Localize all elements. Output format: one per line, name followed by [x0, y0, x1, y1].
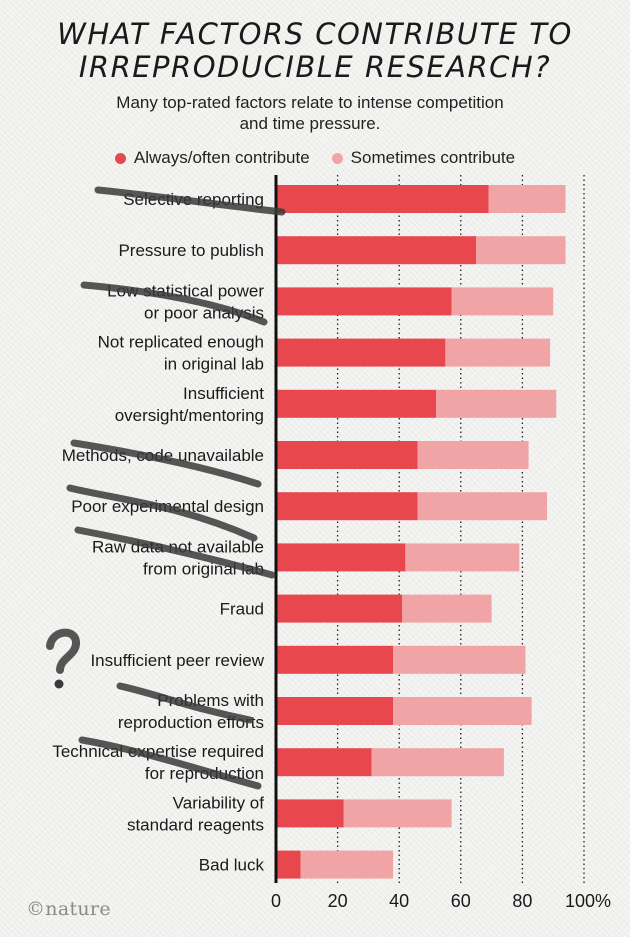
chart-title-line-2: IRREPRODUCIBLE RESEARCH? [78, 50, 552, 84]
bar-sometimes [488, 185, 566, 213]
bar-always-often [276, 850, 301, 879]
category-label: in original lab [164, 355, 264, 374]
category-label: Pressure to publish [118, 241, 264, 260]
category-label: oversight/mentoring [115, 406, 264, 425]
bar-always-often [276, 441, 418, 469]
bar-sometimes [300, 850, 394, 879]
chart-title: WHAT FACTORS CONTRIBUTE TO IRREPRODUCIBL… [0, 18, 630, 84]
bar-sometimes [405, 543, 520, 572]
x-tick-label: 60 [451, 891, 471, 911]
category-label: Insufficient peer review [90, 651, 264, 670]
scribble-stroke [66, 484, 258, 542]
bar-sometimes [417, 492, 548, 521]
bar-sometimes [436, 389, 557, 418]
bar-always-often [276, 236, 477, 265]
scribble-stroke [94, 186, 286, 216]
legend-label-always: Always/often contribute [133, 148, 310, 167]
bar-sometimes [417, 441, 529, 469]
bar-sometimes [402, 594, 492, 623]
category-label: Variability of [173, 793, 265, 812]
category-label: Bad luck [199, 856, 265, 875]
legend-swatch-always [114, 152, 126, 164]
bar-always-often [276, 185, 489, 213]
legend-label-sometimes: Sometimes contribute [350, 148, 516, 167]
question-mark-dot [54, 679, 64, 689]
x-tick-label: 40 [389, 891, 409, 911]
scribble-stroke [80, 281, 268, 326]
scribble-stroke [78, 736, 262, 790]
bar-always-often [276, 287, 452, 316]
bar-sometimes [476, 236, 566, 265]
legend-swatch-sometimes [331, 152, 343, 164]
x-tick-label: 100% [565, 891, 611, 911]
legend-item-always: Always/often contribute [114, 148, 310, 168]
category-label: Insufficient [183, 384, 264, 403]
bar-always-often [276, 594, 403, 623]
chart-subtitle-line-2: and time pressure. [239, 114, 381, 133]
bar-always-often [276, 338, 446, 367]
x-tick-label: 80 [512, 891, 532, 911]
x-tick-label: 20 [328, 891, 348, 911]
question-mark-scribble [46, 628, 80, 674]
bar-always-often [276, 645, 394, 674]
chart-subtitle: Many top-rated factors relate to intense… [0, 92, 620, 134]
bar-always-often [276, 543, 406, 572]
nature-logo: ©nature [26, 898, 111, 920]
bar-sometimes [393, 697, 532, 725]
bar-always-often [276, 389, 437, 418]
handwritten-scribbles [46, 186, 286, 790]
chart-title-line-1: WHAT FACTORS CONTRIBUTE TO [57, 17, 573, 51]
bar-sometimes [445, 338, 551, 367]
bar-always-often [276, 492, 418, 521]
x-tick-label: 0 [271, 891, 281, 911]
bar-always-often [276, 748, 372, 777]
bar-always-often [276, 697, 394, 725]
bar-always-often [276, 799, 344, 828]
chart-subtitle-line-1: Many top-rated factors relate to intense… [116, 93, 504, 112]
bar-sometimes [343, 799, 452, 828]
scribble-stroke [70, 439, 262, 488]
chart-legend: Always/often contribute Sometimes contri… [0, 148, 630, 168]
category-label: Not replicated enough [98, 333, 264, 352]
scribble-stroke [74, 526, 276, 579]
bar-sometimes [393, 645, 526, 674]
bar-sometimes [451, 287, 554, 316]
category-label: standard reagents [127, 815, 264, 834]
category-label: Fraud [220, 600, 264, 619]
scribble-stroke [116, 682, 254, 724]
legend-item-sometimes: Sometimes contribute [331, 148, 516, 168]
bar-sometimes [371, 748, 504, 777]
